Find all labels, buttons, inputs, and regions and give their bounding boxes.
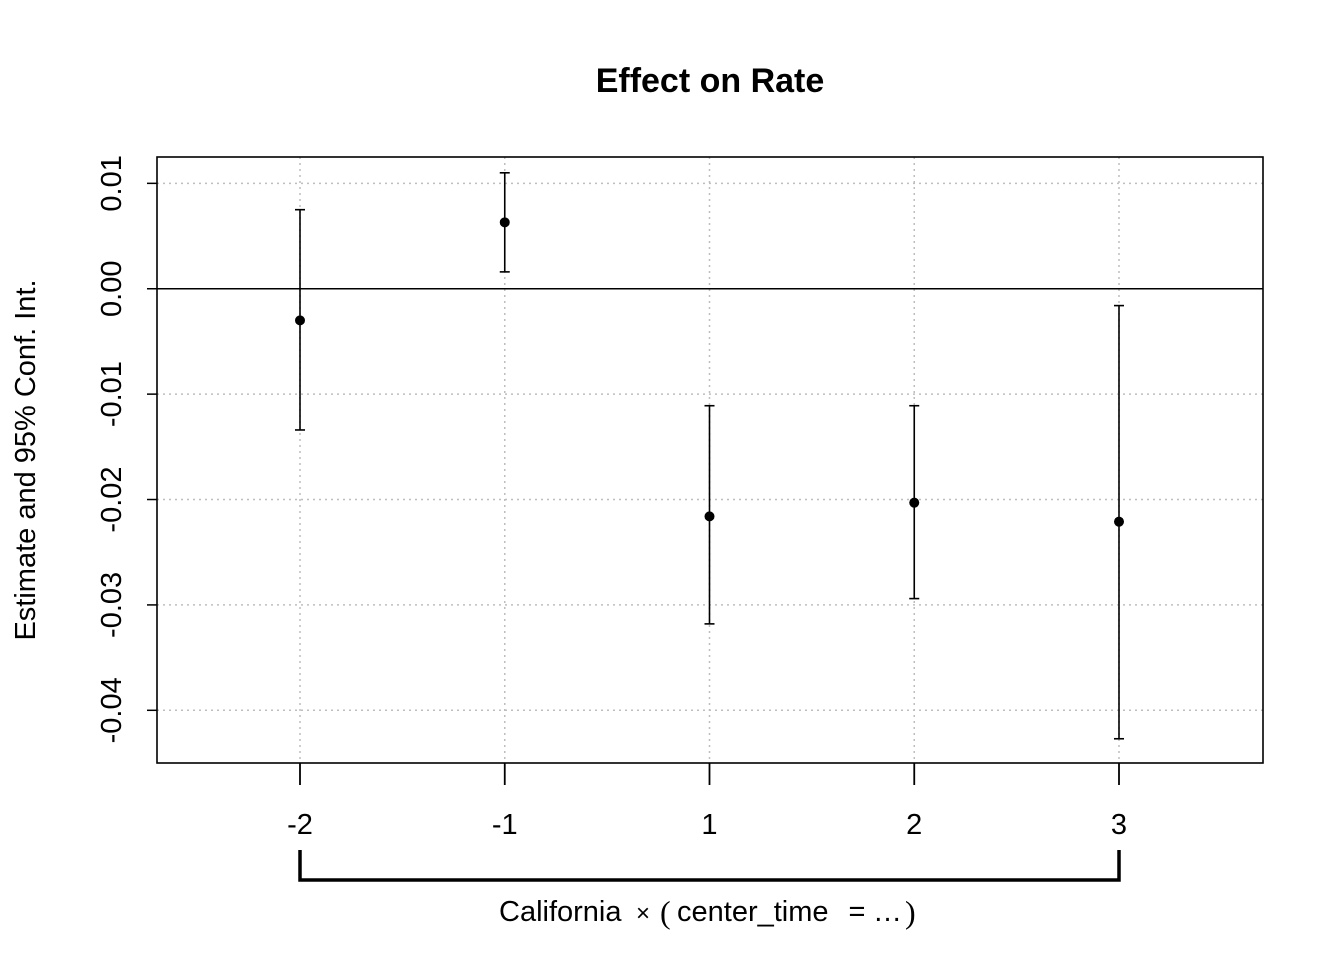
x-label-prefix: California [499, 896, 622, 928]
y-tick-label: -0.02 [96, 466, 128, 532]
x-tick-label: 2 [906, 809, 922, 841]
estimate-point [295, 315, 305, 326]
estimate-point [1114, 516, 1124, 527]
y-tick-label: -0.01 [96, 361, 128, 427]
x-axis-label: California × ( center_time = … ) [499, 894, 916, 930]
x-label-open-paren: ( [660, 894, 671, 930]
x-label-ellipsis: … [873, 896, 902, 928]
confidence-interval-layer [295, 172, 1124, 740]
x-label-times: × [636, 900, 650, 927]
y-tick-label: -0.04 [96, 677, 128, 743]
x-label-close-paren: ) [905, 894, 916, 930]
estimate-point [909, 497, 920, 508]
y-tick-label: 0.01 [96, 155, 128, 211]
y-tick-label: -0.03 [96, 572, 128, 638]
estimate-point [499, 217, 510, 228]
y-axis-ticks: -0.04 -0.03 -0.02 -0.01 0.00 0.01 [96, 155, 157, 743]
y-tick-label: 0.00 [96, 261, 128, 317]
x-tick-label: -2 [287, 809, 313, 841]
x-group-bracket [298, 850, 1121, 882]
chart-title: Effect on Rate [596, 62, 825, 100]
y-axis-label: Estimate and 95% Conf. Int. [10, 279, 42, 640]
estimate-point [704, 511, 715, 522]
estimate-point-layer [295, 217, 1124, 527]
x-tick-label: 3 [1111, 809, 1127, 841]
x-tick-label: -1 [492, 809, 518, 841]
x-tick-label: 1 [701, 809, 717, 841]
x-label-equals: = [849, 896, 866, 928]
x-axis-ticks: -2 -1 1 2 3 [287, 763, 1127, 841]
x-label-variable: center_time [677, 896, 829, 928]
